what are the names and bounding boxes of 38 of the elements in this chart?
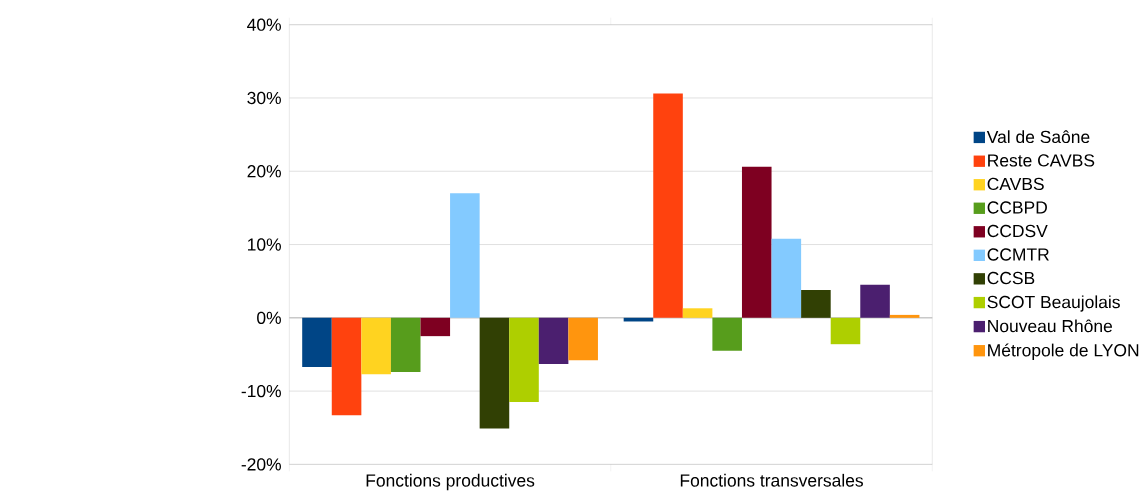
legend-label: CCBPD (987, 201, 1047, 214)
bar (682, 308, 713, 318)
bar (889, 314, 920, 318)
legend-label: Reste CAVBS (988, 154, 1095, 167)
legend-label: SCOT Beaujolais (987, 295, 1120, 312)
y-tick-label: 40% (247, 18, 281, 31)
legend-label: CAVBS (987, 177, 1044, 190)
y-tick-label: -20% (241, 457, 281, 471)
legend-label: CCMTR (987, 248, 1049, 261)
legend-label: Val de Saône (986, 129, 1090, 143)
x-tick-label: Fonctions productives (366, 473, 535, 490)
y-tick-label: 10% (248, 238, 281, 251)
y-tick-label: 0% (257, 311, 281, 324)
bar (801, 289, 831, 318)
y-tick-label: 30% (247, 91, 281, 104)
bar (830, 317, 861, 344)
bar (420, 317, 451, 336)
bar (712, 317, 742, 351)
y-tick-label: -10% (241, 384, 281, 398)
y-tick-label: 20% (247, 164, 281, 178)
bar (361, 317, 391, 375)
bar (741, 166, 772, 318)
bar (771, 238, 802, 318)
bar (302, 317, 332, 367)
legend-label: Nouveau Rhône (988, 319, 1113, 332)
legend-label: Métropole de LYON (988, 343, 1139, 360)
bar (390, 317, 421, 372)
bar (450, 193, 480, 318)
bar (331, 317, 362, 416)
bar (860, 284, 890, 318)
legend-label: CCDSV (987, 224, 1048, 237)
bar (538, 317, 569, 364)
bar (568, 317, 598, 361)
bar (509, 317, 539, 402)
bar (479, 317, 510, 429)
bar (653, 93, 683, 318)
x-tick-label: Fonctions transversales (680, 473, 863, 487)
legend-label: CCSB (987, 271, 1035, 284)
